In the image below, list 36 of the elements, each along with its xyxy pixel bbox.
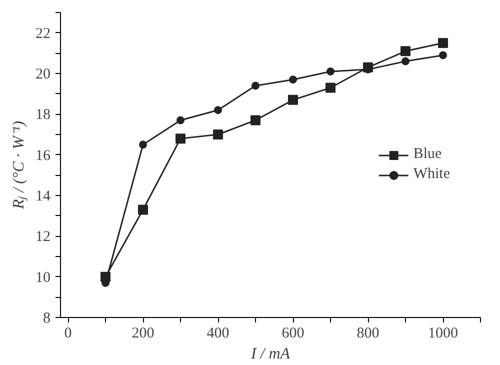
point [326, 82, 336, 93]
point [400, 46, 410, 56]
point [250, 115, 260, 126]
x-axis-title: I / mA [250, 346, 290, 362]
x-tick-label: 600 [282, 326, 304, 342]
y-tick-label: 18 [36, 107, 50, 124]
x-tick-label: 1000 [428, 326, 458, 342]
y-tick-label: 16 [36, 148, 51, 164]
y-tick-label: 14 [36, 188, 51, 204]
point [402, 57, 410, 66]
point [438, 38, 448, 48]
point [100, 272, 110, 282]
x-tick-label: 800 [356, 326, 380, 342]
legend-label: White [413, 166, 450, 183]
point [176, 116, 184, 124]
point [326, 67, 334, 76]
legend-label: Blue [413, 146, 442, 163]
point [288, 94, 298, 105]
y-tick-label: 20 [36, 66, 50, 82]
point [213, 130, 223, 140]
y-axis-title: Rⱼ / (°C · W⁻¹) [10, 120, 28, 210]
x-tick-label: 0 [64, 326, 72, 342]
y-tick-label: 8 [43, 310, 50, 326]
y-tick-label: 22 [36, 26, 50, 42]
point [176, 134, 186, 144]
point [289, 76, 297, 84]
x-tick-label: 200 [132, 326, 154, 342]
point [363, 62, 373, 72]
y-tick-label: 12 [36, 229, 50, 246]
point [252, 82, 260, 90]
point [439, 51, 447, 60]
point [139, 140, 147, 149]
point [214, 106, 222, 114]
y-tick-label: 10 [36, 270, 50, 286]
x-tick-label: 400 [206, 326, 230, 342]
point [138, 204, 148, 215]
